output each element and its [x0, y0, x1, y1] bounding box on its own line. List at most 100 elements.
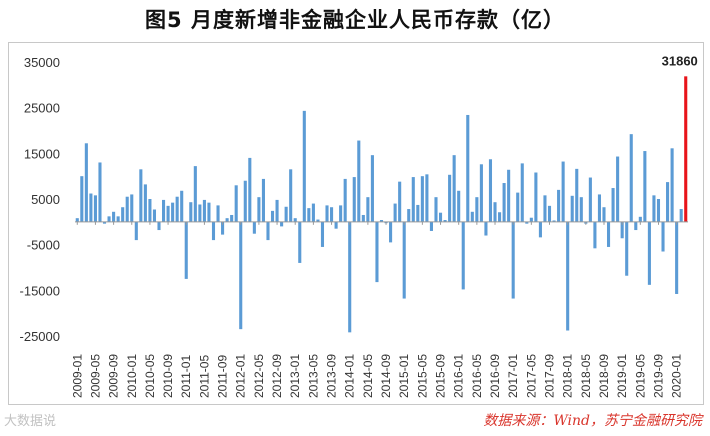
y-tick-label: 15000 — [24, 146, 60, 161]
bar — [566, 221, 570, 331]
bar — [525, 221, 529, 224]
bar — [516, 192, 520, 222]
bar — [148, 199, 152, 222]
bar — [239, 221, 243, 330]
bar — [438, 212, 443, 222]
bar — [643, 151, 647, 222]
bar — [361, 214, 365, 222]
x-tick-label: 2020-01 — [670, 354, 684, 398]
bar — [75, 218, 79, 222]
bar — [234, 185, 238, 222]
bar — [543, 195, 547, 222]
bar — [112, 211, 116, 222]
bar — [166, 205, 170, 222]
bar — [479, 164, 483, 222]
x-tick-label: 2012-01 — [234, 354, 248, 398]
bar — [389, 221, 393, 243]
bar — [448, 174, 452, 222]
bar — [216, 205, 220, 222]
bar — [334, 221, 338, 229]
bar — [661, 221, 665, 252]
bar — [475, 197, 479, 222]
bar — [189, 202, 193, 222]
bar — [257, 197, 261, 222]
x-tick-label: 2018-01 — [561, 354, 575, 398]
bar — [611, 188, 615, 222]
bar — [230, 214, 234, 222]
bar — [225, 218, 229, 222]
bar — [588, 177, 592, 222]
bar — [261, 178, 265, 222]
bar — [552, 220, 556, 222]
bar — [638, 216, 642, 222]
bar — [434, 197, 438, 222]
bar — [84, 143, 88, 222]
bar — [184, 221, 188, 279]
bar — [180, 190, 184, 222]
bar — [130, 194, 134, 222]
bar — [98, 162, 102, 222]
x-tick-label: 2009-01 — [70, 354, 84, 398]
bar — [93, 195, 97, 222]
bar — [289, 169, 293, 222]
y-tick-label: 5000 — [31, 192, 60, 207]
bar — [561, 161, 565, 222]
bar — [629, 134, 633, 222]
bar — [498, 212, 502, 222]
bar — [370, 155, 374, 222]
x-tick-label: 2016-05 — [470, 354, 484, 398]
bar — [547, 205, 552, 222]
bar — [488, 159, 493, 222]
bar — [457, 190, 461, 222]
x-tick-label: 2019-09 — [651, 354, 665, 398]
bar — [616, 156, 620, 222]
bar — [379, 220, 384, 222]
x-tick-label: 2009-09 — [107, 354, 121, 398]
bar — [666, 182, 670, 222]
x-tick-label: 2011-01 — [179, 355, 193, 398]
x-tick-label: 2017-01 — [506, 354, 520, 398]
bar — [461, 221, 465, 290]
source-note: 数据来源：Wind，苏宁金融研究院 — [483, 413, 702, 429]
chart-frame — [8, 42, 704, 405]
bar — [647, 221, 651, 285]
y-tick-label: -25000 — [20, 329, 60, 344]
bar — [320, 221, 325, 247]
bar — [538, 221, 542, 238]
bar — [116, 216, 120, 222]
bar — [502, 183, 506, 222]
data-label: 31860 — [662, 53, 698, 68]
bar — [597, 194, 601, 222]
x-tick-label: 2015-05 — [415, 354, 429, 398]
x-tick-label: 2014-09 — [379, 354, 393, 398]
bar — [293, 218, 297, 222]
bar — [316, 219, 320, 222]
bar — [325, 205, 329, 222]
bar — [80, 176, 84, 222]
bar — [493, 202, 497, 222]
x-tick-label: 2009-05 — [88, 354, 102, 398]
x-tick-label: 2019-05 — [633, 354, 647, 398]
data-labels: 31860 — [662, 53, 698, 68]
bar — [407, 209, 411, 222]
bar — [420, 176, 424, 222]
x-tick-label: 2010-01 — [125, 354, 139, 398]
bar — [157, 221, 161, 231]
bar — [398, 181, 402, 222]
x-tick-label: 2013-01 — [288, 354, 302, 398]
bar — [270, 210, 275, 222]
bar — [366, 197, 370, 222]
bar — [466, 114, 470, 222]
x-tick-label: 2010-05 — [143, 354, 157, 398]
bar — [198, 204, 202, 222]
bar — [606, 221, 611, 247]
bar — [393, 203, 397, 222]
bar — [575, 168, 579, 222]
bar — [171, 202, 175, 222]
bar — [280, 221, 284, 227]
x-tick-label: 2013-09 — [325, 354, 339, 398]
bar — [602, 207, 606, 222]
bar — [625, 221, 629, 276]
x-tick-label: 2014-05 — [361, 354, 375, 398]
x-tick-label: 2011-09 — [216, 355, 230, 398]
